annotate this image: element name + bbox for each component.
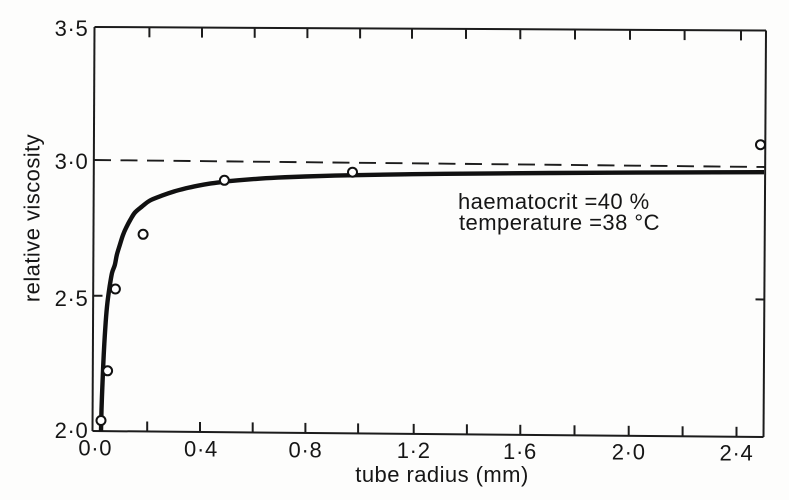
svg-text:2·0: 2·0 xyxy=(612,440,646,465)
svg-text:1·6: 1·6 xyxy=(503,439,537,464)
svg-text:2·0: 2·0 xyxy=(55,418,89,443)
svg-text:temperature =38 °C: temperature =38 °C xyxy=(459,210,660,235)
svg-text:0·4: 0·4 xyxy=(184,437,218,462)
svg-text:1·2: 1·2 xyxy=(397,438,431,463)
svg-text:tube radius (mm): tube radius (mm) xyxy=(355,462,528,487)
svg-text:0·0: 0·0 xyxy=(78,436,112,461)
svg-text:relative viscosity: relative viscosity xyxy=(20,134,45,302)
svg-text:3·0: 3·0 xyxy=(55,149,89,174)
svg-text:2·5: 2·5 xyxy=(55,286,89,311)
svg-text:3·5: 3·5 xyxy=(55,16,89,41)
svg-text:2·4: 2·4 xyxy=(720,441,754,466)
svg-text:haematocrit =40 %: haematocrit =40 % xyxy=(458,189,650,214)
svg-text:0·8: 0·8 xyxy=(289,438,323,463)
